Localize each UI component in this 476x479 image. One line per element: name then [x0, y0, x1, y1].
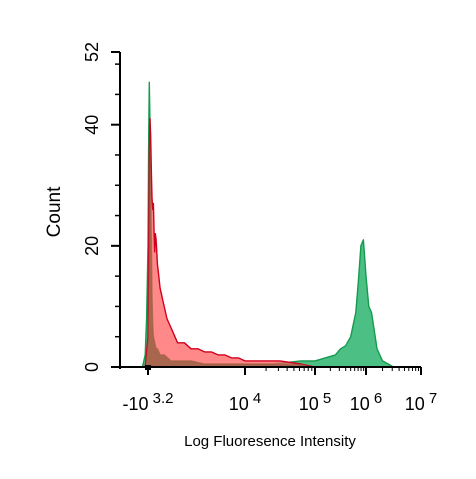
y-tick-label: 0 — [82, 362, 102, 372]
x-tick-label: 10 5 — [299, 390, 332, 414]
histogram-areas — [141, 81, 395, 368]
series-green-area — [141, 81, 395, 368]
x-tick-label: 10 7 — [405, 390, 438, 414]
y-tick-label: 20 — [82, 236, 102, 256]
x-tick-label: 10 4 — [229, 390, 262, 414]
series-red-area — [144, 117, 316, 368]
y-axis-ticks: 0 20 40 52 — [82, 42, 120, 372]
x-axis-label: Log Fluoresence Intensity — [184, 433, 356, 450]
x-axis-ticks: -10 3.2 10 4 10 5 10 6 10 7 — [122, 367, 437, 414]
y-tick-label: 40 — [82, 115, 102, 135]
y-tick-label: 52 — [82, 42, 102, 62]
y-axis-label: Count — [44, 186, 65, 237]
x-tick-label: 10 6 — [350, 390, 383, 414]
x-tick-label: -10 3.2 — [122, 390, 173, 414]
